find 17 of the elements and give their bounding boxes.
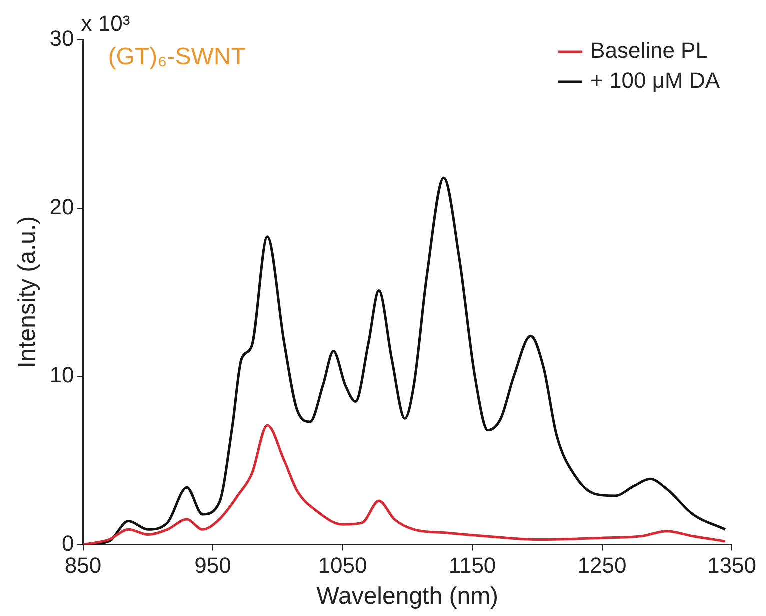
x-axis-title: Wavelength (nm)	[316, 583, 499, 610]
y-tick-label: 30	[50, 26, 74, 52]
x-tick-label: 1250	[578, 553, 627, 578]
y-tick-label: 10	[50, 362, 74, 388]
y-axis-title: Intensity (a.u.)	[14, 216, 42, 368]
x-tick-label: 850	[64, 553, 102, 578]
x-tick-label: 1050	[318, 553, 368, 578]
x-tick-label: 1350	[708, 553, 756, 578]
y-tick-label: 0	[62, 530, 74, 556]
legend-label: + 100 μM DA	[590, 68, 720, 94]
x-tick-label: 1150	[448, 553, 496, 578]
text: x 10³	[81, 11, 130, 36]
annotation: (GT)₆-SWNT	[108, 44, 246, 71]
legend-label: Baseline PL	[590, 38, 708, 64]
y-tick-label: 20	[50, 194, 74, 220]
x-tick-label: 950	[194, 553, 232, 578]
line-series	[83, 424, 727, 545]
